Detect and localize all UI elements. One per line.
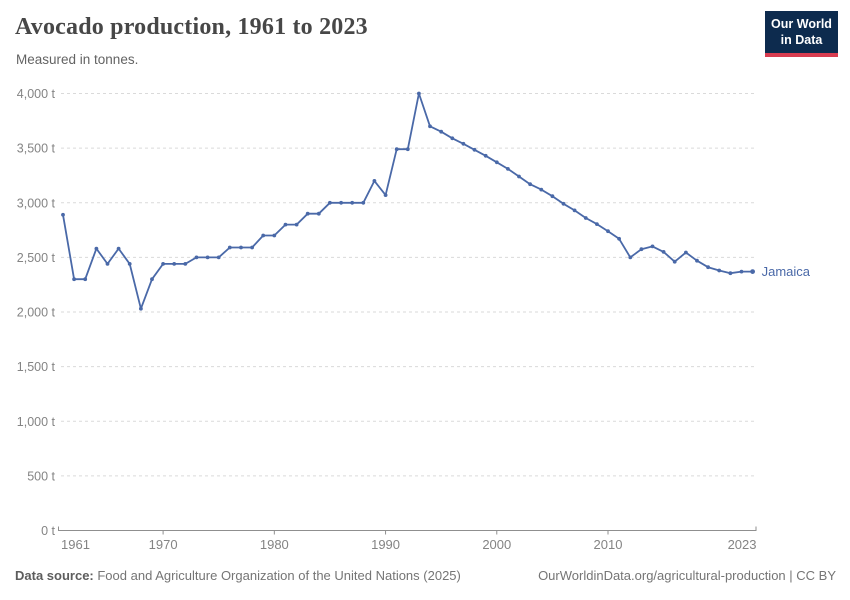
y-tick-label: 1,000 t	[17, 415, 56, 429]
data-point	[583, 216, 588, 220]
data-line	[62, 92, 753, 310]
y-tick-label: 2,000 t	[17, 306, 56, 320]
owid-logo[interactable]: Our World in Data	[765, 11, 838, 57]
data-point	[150, 277, 154, 282]
data-point	[450, 136, 455, 141]
data-point	[405, 147, 410, 152]
data-point	[650, 244, 655, 249]
data-point	[139, 306, 143, 311]
y-tick-label: 0 t	[41, 524, 55, 538]
data-source-text: Data source: Food and Agriculture Organi…	[15, 568, 461, 583]
data-point	[739, 269, 744, 274]
owid-logo-line1: Our World	[771, 17, 832, 31]
data-point	[595, 222, 599, 227]
data-point	[316, 211, 321, 216]
data-point	[417, 91, 421, 96]
x-tick-label: 2000	[482, 537, 511, 552]
chart-title: Avocado production, 1961 to 2023	[15, 14, 368, 40]
data-point	[183, 262, 188, 266]
x-tick-label: 2023	[728, 537, 757, 552]
data-point	[361, 200, 366, 205]
data-point	[250, 245, 255, 250]
data-point	[227, 245, 232, 250]
data-point	[127, 262, 132, 266]
data-source-label: Data source:	[15, 568, 94, 583]
data-point	[205, 255, 210, 260]
data-point	[539, 187, 544, 192]
data-point	[383, 193, 388, 198]
y-tick-label: 3,000 t	[17, 196, 56, 210]
data-point	[194, 255, 199, 260]
x-tick-label: 1961	[61, 537, 90, 552]
data-point	[328, 200, 332, 205]
data-point	[116, 246, 121, 251]
data-point	[561, 201, 566, 206]
x-tick-label: 1970	[149, 537, 178, 552]
data-point	[550, 194, 555, 199]
series-label: Jamaica	[762, 264, 811, 279]
y-tick-label: 1,500 t	[17, 360, 56, 374]
data-point	[339, 200, 343, 205]
data-point	[750, 269, 755, 274]
data-point	[283, 222, 288, 227]
data-point	[706, 265, 710, 270]
data-point	[83, 277, 88, 282]
data-point	[294, 222, 299, 227]
data-point	[472, 147, 477, 152]
y-tick-label: 500 t	[27, 469, 55, 483]
data-point	[639, 247, 644, 252]
data-point	[94, 246, 99, 251]
data-point	[61, 212, 65, 217]
data-point	[684, 250, 688, 255]
data-point	[261, 233, 266, 238]
data-point	[372, 179, 377, 183]
data-point	[72, 277, 76, 282]
data-point	[439, 129, 444, 134]
data-point	[695, 258, 699, 263]
data-point	[172, 262, 177, 266]
data-point	[528, 182, 532, 187]
owid-url-link[interactable]: OurWorldinData.org/agricultural-producti…	[538, 568, 836, 583]
data-point	[216, 255, 221, 260]
data-point	[628, 255, 633, 260]
data-point	[161, 262, 166, 266]
y-tick-label: 4,000 t	[17, 87, 56, 101]
chart-subtitle: Measured in tonnes.	[16, 52, 139, 67]
data-point	[728, 271, 733, 276]
y-tick-label: 2,500 t	[17, 251, 56, 265]
data-point	[272, 233, 277, 238]
data-point	[428, 124, 432, 129]
data-point	[506, 167, 510, 171]
data-point	[461, 141, 466, 146]
data-point	[572, 208, 577, 213]
data-point	[239, 245, 243, 250]
data-point	[105, 262, 110, 266]
x-tick-label: 1980	[260, 537, 289, 552]
data-point	[517, 174, 521, 179]
x-tick-label: 1990	[371, 537, 400, 552]
data-point	[661, 250, 666, 254]
data-point	[617, 236, 621, 241]
owid-logo-line2: in Data	[780, 33, 823, 48]
data-point	[717, 268, 722, 273]
data-source-value: Food and Agriculture Organization of the…	[93, 568, 461, 583]
data-point	[394, 147, 399, 152]
data-point	[483, 153, 488, 158]
data-point	[606, 229, 610, 234]
data-point	[350, 200, 355, 205]
data-point	[672, 259, 677, 264]
x-tick-label: 2010	[594, 537, 623, 552]
data-point	[494, 160, 499, 165]
y-tick-label: 3,500 t	[17, 142, 56, 156]
data-point	[305, 211, 310, 216]
